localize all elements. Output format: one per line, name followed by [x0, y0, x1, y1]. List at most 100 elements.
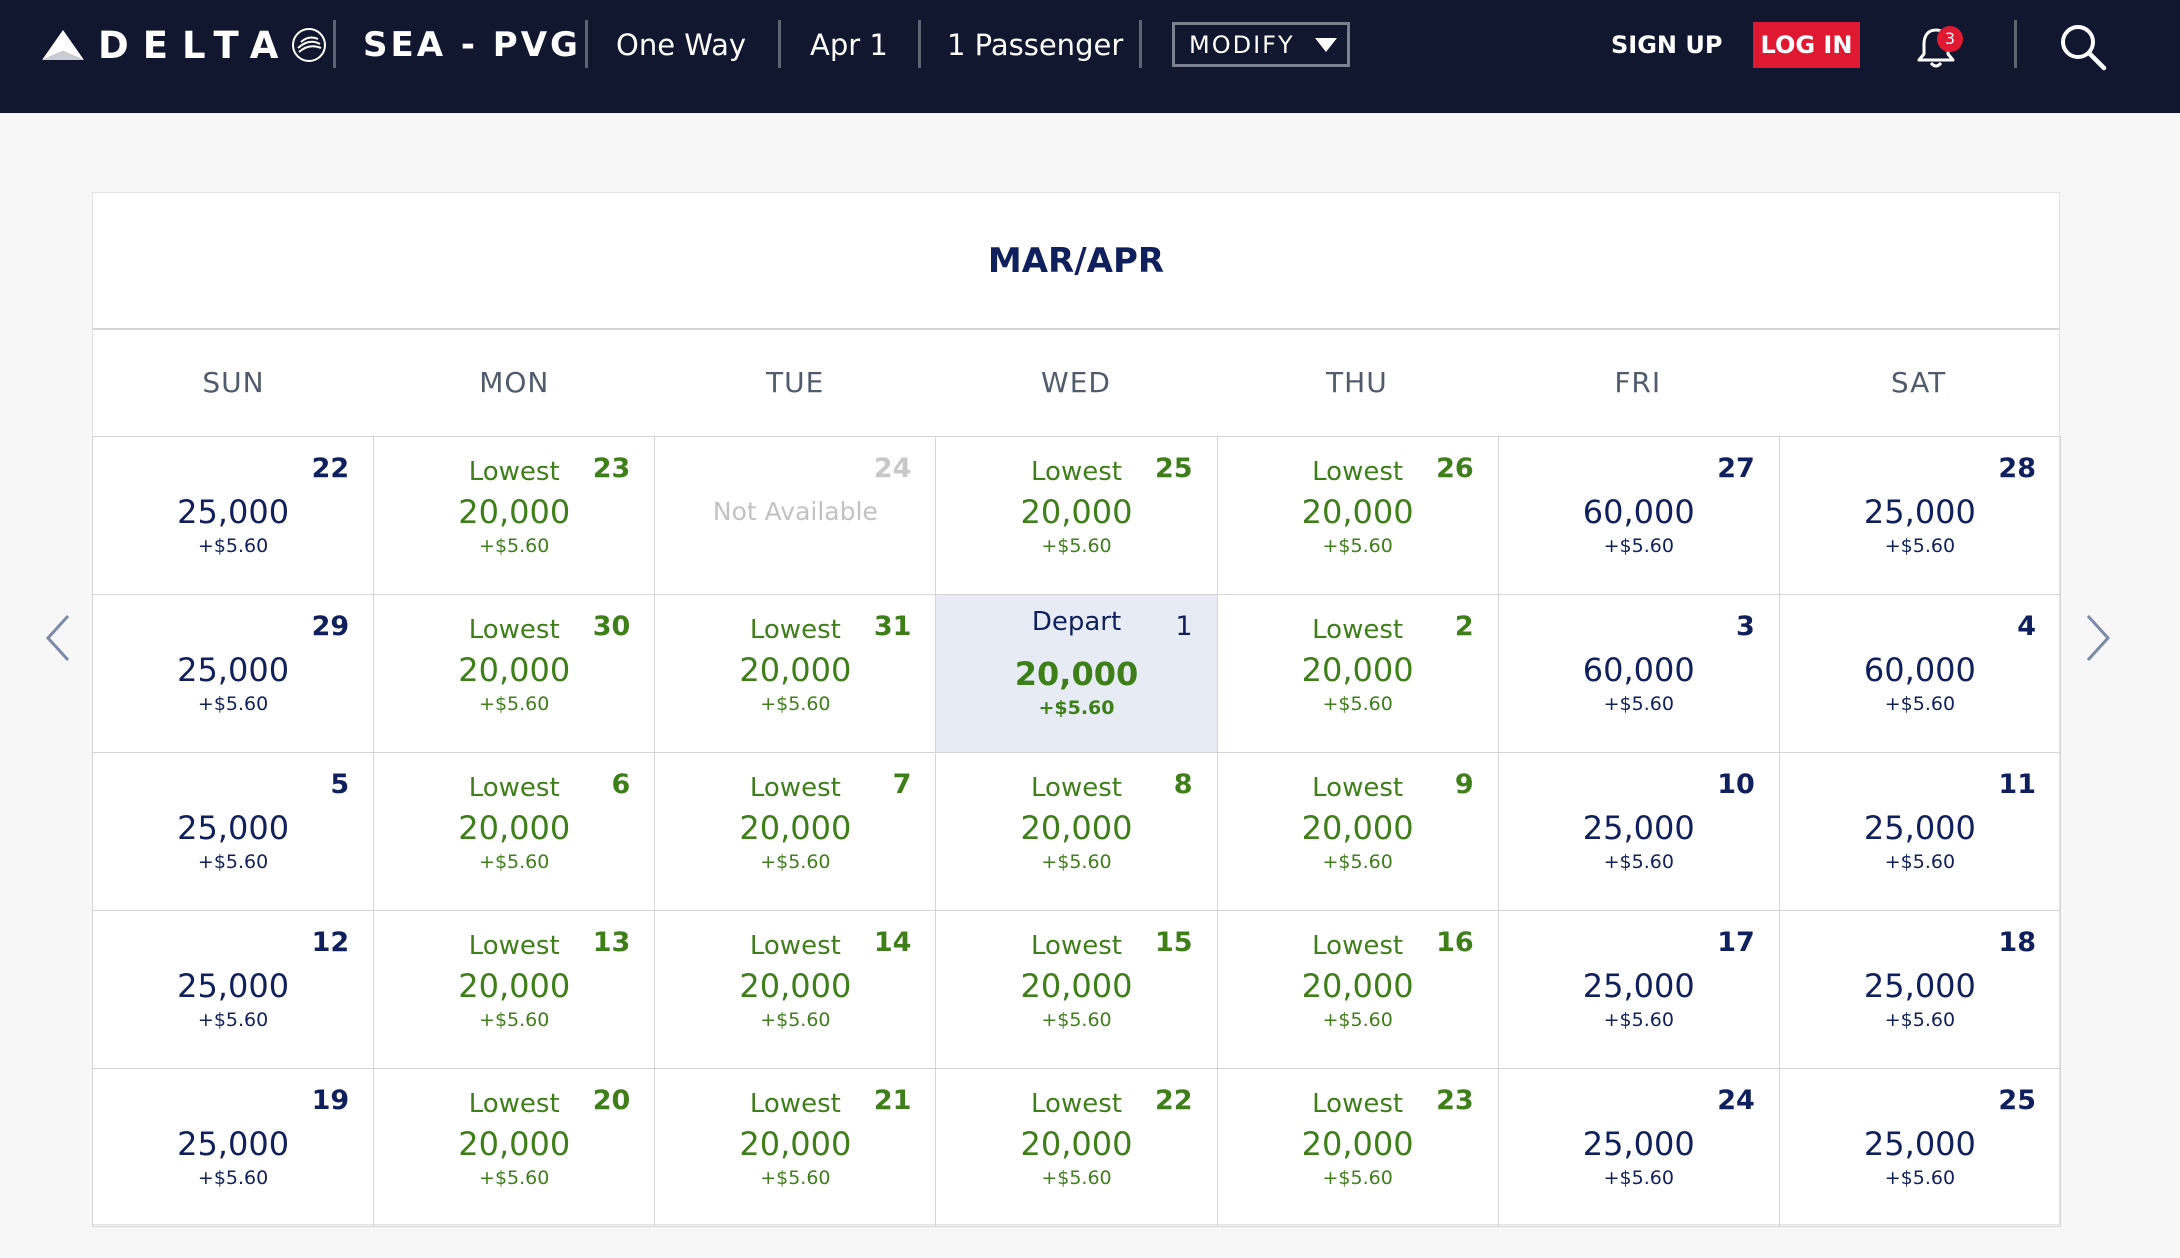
lowest-fare-label: Lowest	[1031, 1089, 1122, 1119]
header-divider	[918, 20, 921, 68]
calendar-day[interactable]: 30 Lowest 20,000 +$5.60	[373, 595, 656, 753]
calendar-day[interactable]: 26 Lowest 20,000 +$5.60	[1216, 437, 1499, 595]
taxes-fee: +$5.60	[1603, 1167, 1674, 1189]
trip-type-label[interactable]: One Way	[616, 28, 747, 62]
calendar-day[interactable]: 25 25,000 +$5.60	[1778, 1069, 2061, 1227]
day-number: 1	[1175, 611, 1193, 642]
taxes-fee: +$5.60	[197, 851, 269, 873]
calendar-day[interactable]: 15 Lowest 20,000 +$5.60	[935, 911, 1218, 1069]
weekday-label: FRI	[1614, 366, 1662, 399]
taxes-fee: +$5.60	[1322, 535, 1393, 557]
widget-logo-icon	[42, 30, 84, 60]
taxes-fee: +$5.60	[1603, 535, 1674, 557]
miles-price: 25,000	[177, 967, 290, 1005]
modify-label: MODIFY	[1189, 30, 1295, 59]
weekday-label: SAT	[1890, 366, 1947, 399]
calendar-day[interactable]: 9 Lowest 20,000 +$5.60	[1216, 753, 1499, 911]
lowest-fare-label: Lowest	[1312, 931, 1404, 961]
chevron-left-icon[interactable]	[38, 610, 78, 666]
taxes-fee: +$5.60	[1041, 1167, 1112, 1189]
miles-price: 20,000	[1020, 1125, 1133, 1163]
lowest-fare-label: Lowest	[749, 931, 841, 961]
calendar-day[interactable]: 22 25,000 +$5.60	[92, 437, 375, 595]
calendar-day[interactable]: 16 Lowest 20,000 +$5.60	[1216, 911, 1499, 1069]
brand-name: DELTA	[98, 23, 293, 67]
taxes-fee: +$5.60	[197, 693, 269, 715]
day-number: 27	[1717, 453, 1755, 484]
calendar-day[interactable]: 31 Lowest 20,000 +$5.60	[654, 595, 937, 753]
calendar-day[interactable]: 23 Lowest 20,000 +$5.60	[373, 437, 656, 595]
route-label[interactable]: SEA - PVG	[363, 25, 581, 65]
calendar-day[interactable]: 7 Lowest 20,000 +$5.60	[654, 753, 937, 911]
not-available-label: Not Available	[712, 497, 878, 526]
day-number: 2	[1454, 611, 1474, 642]
caret-down-icon	[1314, 37, 1337, 52]
taxes-fee: +$5.60	[479, 1009, 550, 1031]
day-number: 14	[873, 927, 912, 958]
day-number: 30	[592, 611, 631, 642]
calendar-day[interactable]: 27 60,000 +$5.60	[1497, 437, 1780, 595]
miles-price: 20,000	[1301, 809, 1414, 847]
calendar-day[interactable]: 18 25,000 +$5.60	[1778, 911, 2061, 1069]
calendar-day[interactable]: 24 25,000 +$5.60	[1497, 1069, 1780, 1227]
calendar-day[interactable]: 28 25,000 +$5.60	[1778, 437, 2061, 595]
calendar-day-selected[interactable]: 1 Depart 20,000 +$5.60	[935, 595, 1218, 753]
calendar-day[interactable]: 12 25,000 +$5.60	[92, 911, 375, 1069]
chevron-right-icon[interactable]	[2078, 610, 2118, 666]
day-number: 23	[592, 453, 631, 484]
calendar-day[interactable]: 10 25,000 +$5.60	[1497, 753, 1780, 911]
day-number: 17	[1717, 927, 1755, 958]
day-number: 22	[1154, 1085, 1193, 1116]
miles-price: 20,000	[1014, 655, 1139, 693]
top-navigation-bar: DELTA SEA - PVG One Way Apr 1 1 Passenge…	[0, 0, 2180, 113]
day-number: 29	[311, 611, 350, 642]
calendar-day[interactable]: 13 Lowest 20,000 +$5.60	[373, 911, 656, 1069]
calendar-day[interactable]: 11 25,000 +$5.60	[1778, 753, 2061, 911]
taxes-fee: +$5.60	[197, 1167, 269, 1189]
sign-up-link[interactable]: SIGN UP	[1611, 31, 1723, 59]
day-number: 23	[1436, 1085, 1474, 1116]
taxes-fee: +$5.60	[479, 535, 550, 557]
calendar-day[interactable]: 2 Lowest 20,000 +$5.60	[1216, 595, 1499, 753]
lowest-fare-label: Lowest	[749, 773, 841, 803]
calendar-day[interactable]: 29 25,000 +$5.60	[92, 595, 375, 753]
day-number: 13	[592, 927, 631, 958]
calendar-day[interactable]: 19 25,000 +$5.60	[92, 1069, 375, 1227]
miles-price: 20,000	[739, 651, 852, 689]
calendar-day[interactable]: 6 Lowest 20,000 +$5.60	[373, 753, 656, 911]
lowest-fare-label: Lowest	[1031, 931, 1122, 961]
miles-price: 25,000	[177, 1125, 290, 1163]
day-number: 11	[1998, 769, 2036, 800]
calendar-day[interactable]: 5 25,000 +$5.60	[92, 753, 375, 911]
miles-price: 20,000	[1020, 809, 1133, 847]
miles-price: 25,000	[1863, 1125, 1976, 1163]
day-number: 25	[1154, 453, 1193, 484]
calendar-day[interactable]: 14 Lowest 20,000 +$5.60	[654, 911, 937, 1069]
calendar-day[interactable]: 20 Lowest 20,000 +$5.60	[373, 1069, 656, 1227]
taxes-fee: +$5.60	[1884, 851, 1956, 873]
header-divider	[333, 20, 336, 68]
calendar-day[interactable]: 25 Lowest 20,000 +$5.60	[935, 437, 1218, 595]
miles-price: 20,000	[458, 967, 571, 1005]
date-label[interactable]: Apr 1	[810, 28, 888, 62]
calendar-day[interactable]: 17 25,000 +$5.60	[1497, 911, 1780, 1069]
calendar-day[interactable]: 21 Lowest 20,000 +$5.60	[654, 1069, 937, 1227]
taxes-fee: +$5.60	[760, 693, 831, 715]
calendar-day[interactable]: 8 Lowest 20,000 +$5.60	[935, 753, 1218, 911]
miles-price: 25,000	[1582, 967, 1695, 1005]
log-in-button[interactable]: LOG IN	[1753, 22, 1860, 68]
depart-label: Depart	[1031, 607, 1122, 637]
day-number: 6	[611, 769, 631, 800]
delta-logo[interactable]: DELTA	[42, 22, 328, 68]
modify-button[interactable]: MODIFY	[1172, 22, 1350, 67]
taxes-fee: +$5.60	[479, 693, 550, 715]
search-icon[interactable]	[2058, 22, 2108, 72]
taxes-fee: +$5.60	[1322, 693, 1393, 715]
passengers-label[interactable]: 1 Passenger	[947, 28, 1124, 62]
calendar-day[interactable]: 4 60,000 +$5.60	[1778, 595, 2061, 753]
miles-price: 60,000	[1582, 493, 1695, 531]
calendar-day[interactable]: 3 60,000 +$5.60	[1497, 595, 1780, 753]
calendar-day[interactable]: 23 Lowest 20,000 +$5.60	[1216, 1069, 1499, 1227]
taxes-fee: +$5.60	[1884, 1167, 1956, 1189]
calendar-day[interactable]: 22 Lowest 20,000 +$5.60	[935, 1069, 1218, 1227]
